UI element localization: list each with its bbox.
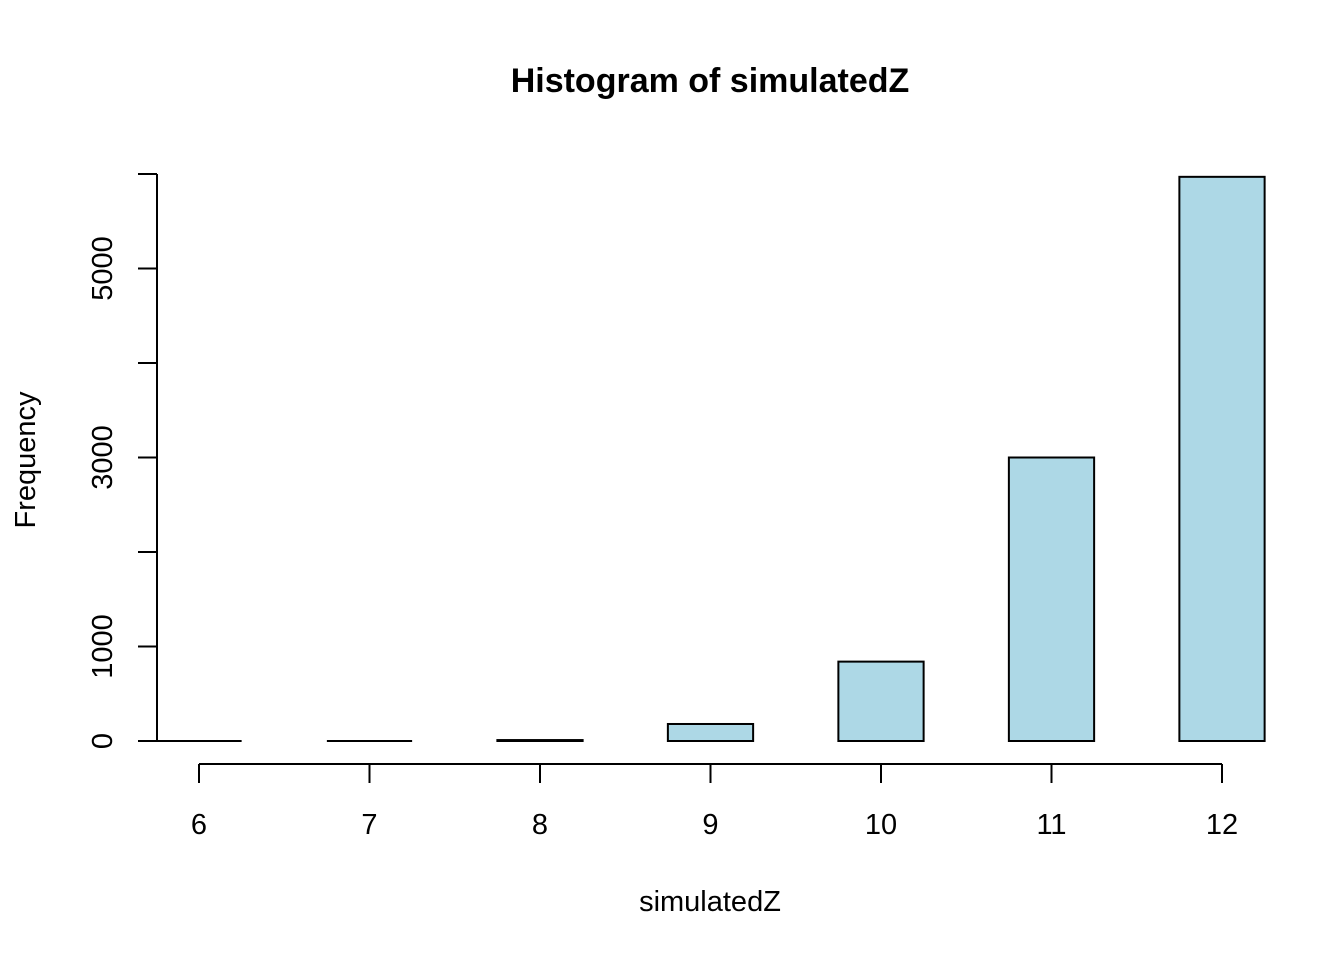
x-axis-label: simulatedZ	[639, 886, 781, 918]
histogram-bar-5	[1007, 456, 1096, 742]
histogram-bar-6	[1178, 175, 1266, 742]
y-tick-label: 3000	[87, 425, 119, 490]
y-axis: 0 1000 3000 5000	[87, 173, 158, 749]
x-tick-label: 11	[1036, 809, 1066, 841]
x-tick-label: 8	[532, 809, 548, 841]
x-tick-label: 9	[702, 809, 718, 841]
bars-group	[156, 175, 1266, 742]
x-tick-label: 10	[865, 809, 897, 841]
histogram-bar-3	[666, 722, 755, 742]
y-tick-label: 5000	[87, 236, 119, 301]
x-tick-label: 12	[1206, 809, 1238, 841]
y-tick-label: 1000	[87, 614, 119, 679]
x-axis: 6 7 8 9 10 11 12	[191, 763, 1238, 841]
y-tick-label: 0	[87, 733, 119, 749]
x-tick-label: 6	[191, 809, 207, 841]
histogram-bar-4	[837, 660, 925, 742]
y-axis-label: Frequency	[10, 391, 42, 529]
x-tick-label: 7	[361, 809, 377, 841]
histogram-bar-2	[496, 739, 584, 742]
chart-title: Histogram of simulatedZ	[511, 62, 910, 100]
